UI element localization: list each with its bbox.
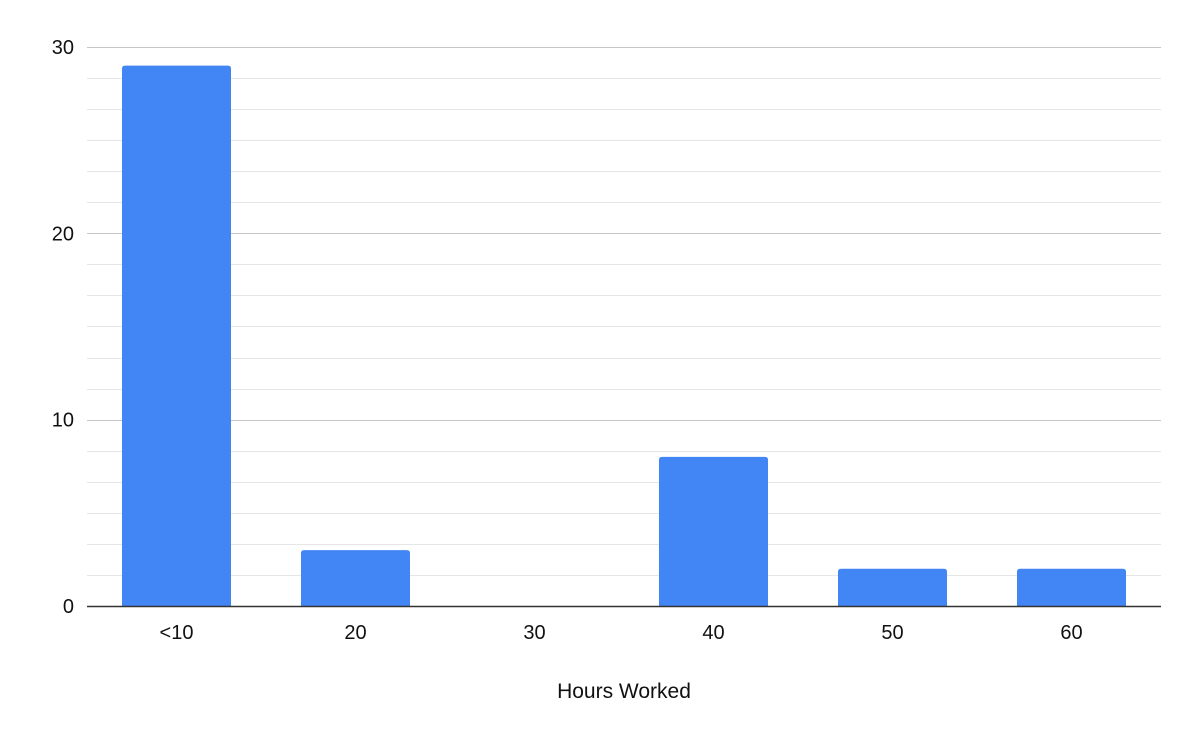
bar-40 — [659, 456, 768, 606]
x-axis-title: Hours Worked — [557, 680, 691, 703]
y-tick-label: 30 — [52, 37, 74, 59]
bars — [122, 65, 1126, 607]
y-tick-label: 20 — [52, 223, 74, 245]
bar-50 — [838, 568, 947, 606]
y-tick-label: 0 — [63, 596, 74, 618]
bar-20 — [301, 550, 410, 606]
x-tick-label: 20 — [344, 622, 366, 644]
bar-60 — [1017, 568, 1126, 606]
x-tick-label: 50 — [881, 622, 903, 644]
x-axis-tick-labels: <10 20 30 40 50 60 — [160, 622, 1083, 644]
x-tick-label: 40 — [702, 622, 724, 644]
y-axis-tick-labels: 0 10 20 30 — [52, 37, 74, 618]
bar-10 — [122, 65, 231, 607]
y-tick-label: 10 — [52, 410, 74, 432]
grid-lines — [87, 47, 1161, 576]
x-tick-label: <10 — [160, 622, 194, 644]
x-tick-label: 60 — [1060, 622, 1082, 644]
x-tick-label: 30 — [523, 622, 545, 644]
